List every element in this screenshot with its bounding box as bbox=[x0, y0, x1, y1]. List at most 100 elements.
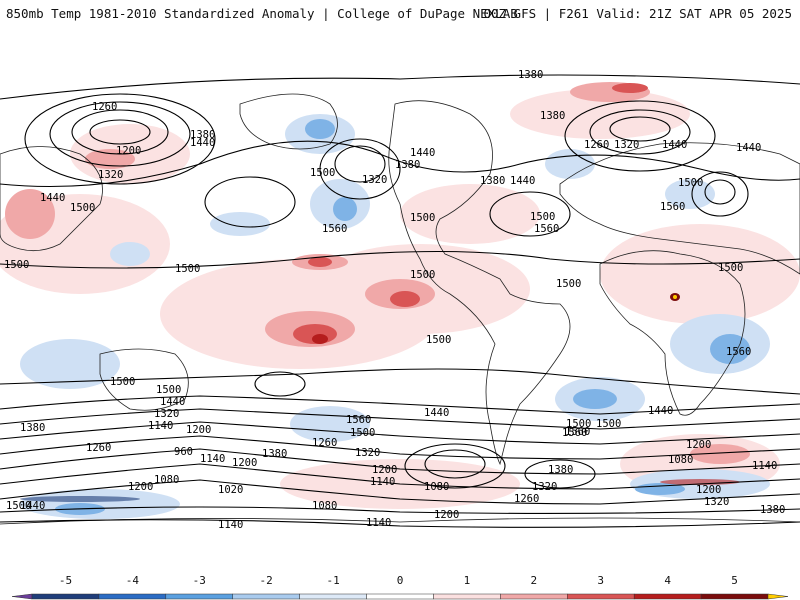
contour-label: 1500 bbox=[566, 418, 591, 430]
colorbar-swatch bbox=[165, 593, 233, 600]
contour-label: 1320 bbox=[355, 447, 380, 459]
contour-label: 1200 bbox=[434, 509, 459, 521]
colorbar-swatch bbox=[567, 593, 635, 600]
contour-label: 1200 bbox=[696, 484, 721, 496]
contour-label: 1320 bbox=[154, 408, 179, 420]
colorbar-tick-label: 3 bbox=[597, 574, 604, 587]
contour-label: 1320 bbox=[704, 496, 729, 508]
contour-label: 1380 bbox=[760, 504, 785, 516]
contour-label: 1560 bbox=[726, 346, 751, 358]
contour-label: 1440 bbox=[648, 405, 673, 417]
contour-label: 1500 bbox=[410, 269, 435, 281]
contour-label: 1020 bbox=[218, 484, 243, 496]
colorbar-tick-label: -5 bbox=[59, 574, 72, 587]
contour-label: 1500 bbox=[110, 376, 135, 388]
contour-label: 1140 bbox=[148, 420, 173, 432]
contour-label: 1500 bbox=[70, 202, 95, 214]
contour-label: 1440 bbox=[662, 139, 687, 151]
header-bar: 850mb Temp 1981-2010 Standardized Anomal… bbox=[0, 0, 800, 28]
colorbar-tick-label: -1 bbox=[326, 574, 339, 587]
colorbar: -5 -4 -3 -2 -1 0 1 2 3 4 5 bbox=[11, 574, 789, 600]
contour-label: 1200 bbox=[686, 439, 711, 451]
contour-label: 1380 bbox=[190, 129, 215, 141]
contour-label: 1080 bbox=[668, 454, 693, 466]
contour-label: 1560 bbox=[534, 223, 559, 235]
contour-label: 1200 bbox=[128, 481, 153, 493]
contour-label: 1440 bbox=[40, 192, 65, 204]
contour-label: 1560 bbox=[660, 201, 685, 213]
contour-label: 1380 bbox=[395, 159, 420, 171]
height-contours bbox=[0, 74, 800, 528]
contour-label: 1140 bbox=[200, 453, 225, 465]
contour-label: 1320 bbox=[614, 139, 639, 151]
contour-label: 1440 bbox=[736, 142, 761, 154]
colorbar-tick-label: 4 bbox=[664, 574, 671, 587]
contour-label: 1500 bbox=[4, 259, 29, 271]
contour-label: 1440 bbox=[190, 137, 215, 149]
contour-label-layer: 1380 1260 1200 1320 1380 1440 1440 1500 … bbox=[4, 69, 785, 531]
contour-label: 1560 bbox=[565, 426, 590, 438]
colorbar-swatch bbox=[232, 593, 300, 600]
colorbar-swatch bbox=[500, 593, 568, 600]
contour-label: 1080 bbox=[424, 481, 449, 493]
colorbar-swatch bbox=[633, 593, 702, 600]
contour-label: 1500 bbox=[426, 334, 451, 346]
australia-outline bbox=[99, 348, 189, 411]
contour-label: 1260 bbox=[86, 442, 111, 454]
contour-label: 1440 bbox=[160, 396, 185, 408]
contour-label: 1380 bbox=[518, 69, 543, 81]
contour-label: 1200 bbox=[232, 457, 257, 469]
contour-label: 1440 bbox=[424, 407, 449, 419]
contour-label: 1560 bbox=[562, 427, 587, 439]
contour-label: 1140 bbox=[752, 460, 777, 472]
contour-label: 960 bbox=[174, 446, 193, 458]
contour-label: 1500 bbox=[718, 262, 743, 274]
contour-label: 1320 bbox=[98, 169, 123, 181]
colorbar-tick-label: 0 bbox=[397, 574, 404, 587]
contour-label: 1500 bbox=[410, 212, 435, 224]
anomaly-field bbox=[0, 65, 800, 530]
colorbar-swatch bbox=[98, 593, 167, 600]
colorbar-extend-low bbox=[11, 593, 33, 600]
contour-label: 1500 bbox=[530, 211, 555, 223]
eurasia-outline bbox=[559, 142, 800, 275]
colorbar-tick-label: -3 bbox=[193, 574, 206, 587]
model-valid-time: 00Z GFS | F261 Valid: 21Z SAT APR 05 202… bbox=[483, 6, 792, 21]
colorbar-swatch bbox=[433, 593, 501, 600]
contour-label: 1260 bbox=[92, 101, 117, 113]
contour-label: 1140 bbox=[218, 519, 243, 531]
colorbar-tick-label: 2 bbox=[531, 574, 538, 587]
colorbar-swatch bbox=[700, 593, 769, 600]
colorbar-tick-label: -4 bbox=[126, 574, 140, 587]
contour-label: 1500 bbox=[310, 167, 335, 179]
contour-label: 1560 bbox=[346, 414, 371, 426]
asia-west-outline bbox=[0, 146, 103, 252]
contour-label: 1260 bbox=[514, 493, 539, 505]
contour-label: 1440 bbox=[410, 147, 435, 159]
contour-label: 1500 bbox=[156, 384, 181, 396]
anomaly-map: 1380 1260 1200 1320 1380 1440 1440 1500 … bbox=[0, 65, 800, 531]
contour-label: 1380 bbox=[20, 422, 45, 434]
contour-label: 1320 bbox=[532, 481, 557, 493]
colorbar-swatch bbox=[366, 593, 434, 600]
contour-label: 1440 bbox=[20, 500, 45, 512]
alaska-outline bbox=[239, 93, 338, 150]
contour-label: 1140 bbox=[370, 476, 395, 488]
contour-label: 1200 bbox=[372, 464, 397, 476]
colorbar-swatch bbox=[31, 593, 100, 600]
contour-label: 1380 bbox=[540, 110, 565, 122]
colorbar-tick-label: 1 bbox=[464, 574, 471, 587]
contour-label: 1200 bbox=[116, 145, 141, 157]
contour-label: 1500 bbox=[556, 278, 581, 290]
contour-label: 1440 bbox=[510, 175, 535, 187]
contour-label: 1500 bbox=[6, 500, 31, 512]
contour-label: 1080 bbox=[312, 500, 337, 512]
colorbar-swatch bbox=[299, 593, 367, 600]
contour-label: 1200 bbox=[186, 424, 211, 436]
contour-label: 1500 bbox=[678, 177, 703, 189]
contour-label: 1380 bbox=[480, 175, 505, 187]
americas-outline bbox=[388, 100, 571, 466]
colorbar-tick-label: -2 bbox=[260, 574, 273, 587]
contour-label: 1320 bbox=[362, 174, 387, 186]
africa-outline bbox=[599, 250, 746, 416]
